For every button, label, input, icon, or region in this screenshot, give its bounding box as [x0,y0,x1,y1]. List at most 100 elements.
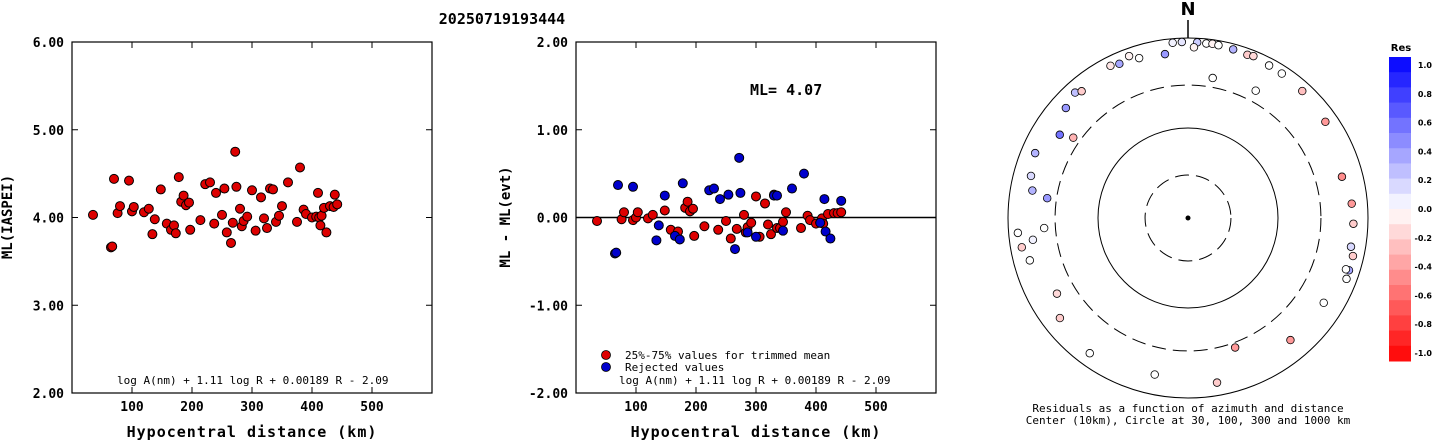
station-marker [1061,103,1071,113]
station-marker [1085,349,1094,358]
data-point [107,241,118,252]
colorbar-cells [1389,57,1411,362]
colorbar-label: 0.4 [1418,147,1433,156]
data-point [259,213,269,224]
y-tick-label: 0.00 [537,212,568,227]
data-point [721,216,731,227]
colorbar-cell [1389,178,1411,195]
data-point [230,146,241,157]
data-point [730,244,740,255]
station-marker [1124,51,1134,61]
data-point [128,201,139,212]
x-axis-label: Hypocentral distance (km) [127,423,378,441]
data-point [731,223,742,234]
station-marker [1134,53,1144,63]
station-marker [1055,130,1064,139]
colorbar-cell [1389,57,1411,73]
data-point [235,203,245,214]
y-axis-label: ML(IASPEI) [0,175,16,259]
x-axis-label: Hypocentral distance (km) [631,423,882,441]
station-marker [1286,335,1295,345]
legend-marker-trimmed [601,350,611,360]
y-tick-label: -1.00 [529,299,568,314]
data-point [819,194,830,205]
data-point [173,172,184,183]
x-tick-label: 500 [360,400,384,415]
data-point [689,230,700,241]
y-tick-label: 2.00 [33,387,64,402]
colorbar-cell [1389,239,1411,256]
north-label: N [1180,0,1195,20]
station-marker [1346,242,1356,251]
data-point [651,235,662,246]
data-point [178,190,189,201]
data-point [332,199,343,210]
data-point [735,187,746,198]
colorbar-labels: 1.0 0.8 0.6 0.4 0.2 0.0 -0.2 -0.4 -0.6 -0.8 -1.0 [1415,61,1433,358]
data-point [209,218,220,229]
data-point [778,225,788,236]
legend-label-rejected: Rejected values [625,361,724,374]
colorbar-label: -0.4 [1415,263,1433,272]
data-point [283,177,293,188]
data-point [781,207,791,218]
x-tick-label: 300 [240,400,264,415]
x-axis-ticks: 100 200 300 400 500 [624,42,888,415]
station-marker [1025,256,1035,265]
data-point [659,205,670,216]
data-point [820,226,831,237]
caption-line-2: Center (10km), Circle at 30, 100, 300 an… [1026,414,1351,427]
data-point [611,247,622,258]
data-point [713,224,724,235]
data-point [115,201,125,212]
data-point [185,224,196,235]
data-point [647,209,658,220]
station-marker [1077,87,1086,96]
data-point [739,209,749,220]
data-point [262,223,272,234]
data-point [315,220,326,231]
data-point [211,187,221,198]
data-point [763,219,773,230]
data-point [226,237,236,248]
colorbar-cell [1389,133,1411,149]
data-point [709,183,719,194]
data-point [628,181,638,192]
data-point [149,214,160,225]
station-marker [1177,37,1187,47]
panel-azimuth-residuals: N Residuals as a function of azimuth and… [1007,0,1369,427]
data-point [796,223,806,234]
station-marker [1321,117,1330,127]
y-tick-label: 1.00 [537,124,568,139]
data-point [682,196,693,207]
data-point [613,180,623,191]
x-tick-label: 400 [804,400,828,415]
x-tick-label: 200 [684,400,708,415]
colorbar-cell [1389,345,1411,362]
data-point [242,211,253,222]
x-tick-label: 100 [624,400,648,415]
x-tick-label: 400 [300,400,324,415]
station-marker [1208,73,1217,83]
panel-residual-vs-distance: -2.00 -1.00 0.00 1.00 2.00 100 200 300 400 500 M… [498,36,937,441]
colorbar-cell [1389,209,1411,225]
colorbar-cell [1389,285,1411,301]
data-point [836,195,847,206]
distance-ring [1007,37,1369,399]
data-point [219,183,230,194]
data-point [329,189,340,200]
data-point [677,178,688,189]
station-marker [1214,41,1223,50]
x-tick-label: 100 [120,400,144,415]
colorbar-title: Res [1391,43,1411,54]
distance-rings [1007,37,1369,399]
data-point [653,220,664,231]
colorbar-cell [1389,315,1411,332]
data-point [231,181,242,192]
data-point [746,217,757,228]
station-marker [1212,378,1222,387]
colorbar-cell [1389,193,1411,210]
colorbar-cell [1389,224,1411,240]
colorbar-label: 0.2 [1418,176,1432,185]
station-marker [1160,49,1170,59]
